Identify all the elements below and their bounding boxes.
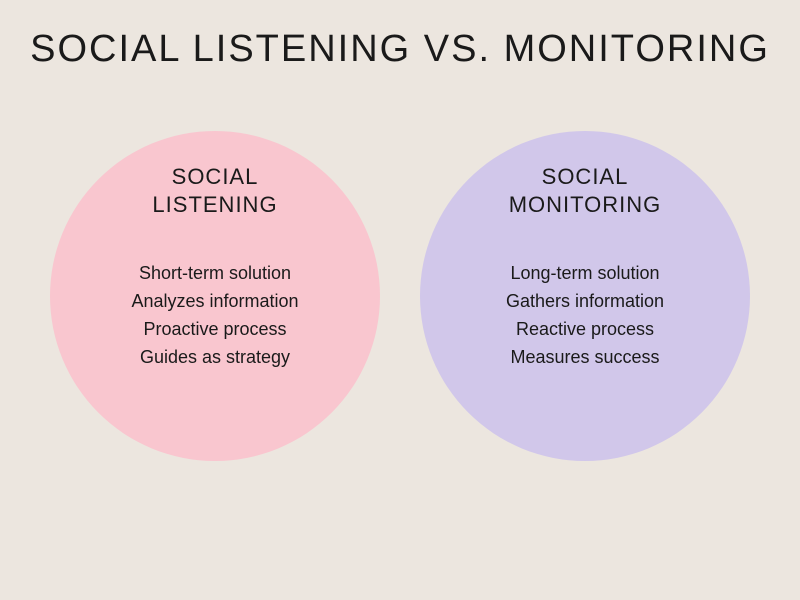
list-item: Gathers information — [420, 288, 750, 316]
list-item: Long-term solution — [420, 260, 750, 288]
circle-heading-right: SOCIAL MONITORING — [420, 163, 750, 218]
list-item: Measures success — [420, 344, 750, 372]
heading-line: LISTENING — [50, 191, 380, 219]
circle-items-right: Long-term solution Gathers information R… — [420, 260, 750, 372]
circle-social-listening: SOCIAL LISTENING Short-term solution Ana… — [50, 131, 380, 461]
list-item: Reactive process — [420, 316, 750, 344]
list-item: Guides as strategy — [50, 344, 380, 372]
heading-line: MONITORING — [420, 191, 750, 219]
heading-line: SOCIAL — [50, 163, 380, 191]
list-item: Short-term solution — [50, 260, 380, 288]
circle-heading-left: SOCIAL LISTENING — [50, 163, 380, 218]
list-item: Proactive process — [50, 316, 380, 344]
page-title: SOCIAL LISTENING VS. MONITORING — [0, 0, 800, 71]
list-item: Analyzes information — [50, 288, 380, 316]
venn-container: SOCIAL LISTENING Short-term solution Ana… — [0, 71, 800, 551]
heading-line: SOCIAL — [420, 163, 750, 191]
circle-items-left: Short-term solution Analyzes information… — [50, 260, 380, 372]
circle-social-monitoring: SOCIAL MONITORING Long-term solution Gat… — [420, 131, 750, 461]
